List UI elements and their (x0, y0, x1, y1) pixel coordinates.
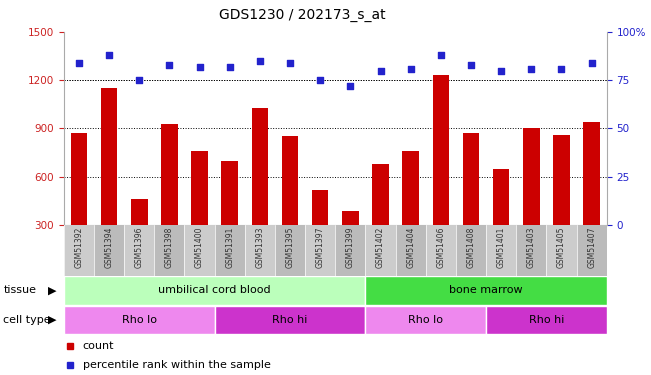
Bar (463, 133, 479, 225)
Bar (282, 136, 298, 225)
Text: GSM51405: GSM51405 (557, 226, 566, 268)
Bar (365, 225, 396, 276)
Bar (70, 133, 87, 225)
Text: GSM51394: GSM51394 (105, 226, 113, 268)
Point (496, 68, 506, 74)
Text: GDS1230 / 202173_s_at: GDS1230 / 202173_s_at (219, 8, 386, 22)
Bar (456, 225, 486, 276)
Point (104, 52, 115, 58)
Point (134, 77, 145, 83)
Bar (583, 122, 600, 225)
Bar (523, 128, 540, 225)
Text: ▶: ▶ (48, 315, 56, 325)
Point (74, 60, 84, 66)
Point (345, 83, 355, 89)
Point (526, 66, 536, 72)
Bar (221, 160, 238, 225)
Bar (64, 225, 94, 276)
Text: GSM51397: GSM51397 (316, 226, 325, 268)
Point (225, 64, 235, 70)
Text: GSM51393: GSM51393 (255, 226, 264, 268)
Text: Rho hi: Rho hi (529, 315, 564, 325)
Bar (516, 225, 546, 276)
Point (195, 64, 205, 70)
Bar (94, 225, 124, 276)
Text: Rho hi: Rho hi (272, 315, 308, 325)
Text: GSM51401: GSM51401 (497, 226, 506, 268)
Bar (486, 225, 516, 276)
Bar (64, 306, 215, 334)
Bar (365, 276, 607, 304)
Bar (124, 225, 154, 276)
Text: tissue: tissue (3, 285, 36, 296)
Bar (426, 225, 456, 276)
Bar (245, 225, 275, 276)
Text: GSM51406: GSM51406 (436, 226, 445, 268)
Point (406, 66, 416, 72)
Text: umbilical cord blood: umbilical cord blood (158, 285, 271, 296)
Text: GSM51391: GSM51391 (225, 226, 234, 268)
Point (436, 52, 446, 58)
Text: GSM51404: GSM51404 (406, 226, 415, 268)
Text: GSM51408: GSM51408 (467, 226, 475, 268)
Text: GSM51407: GSM51407 (587, 226, 596, 268)
Bar (432, 75, 449, 225)
Bar (335, 225, 365, 276)
Bar (372, 164, 389, 225)
Bar (215, 225, 245, 276)
Bar (396, 225, 426, 276)
Bar (251, 108, 268, 225)
Bar (131, 199, 148, 225)
Bar (101, 88, 117, 225)
Point (285, 60, 296, 66)
Point (164, 62, 174, 68)
Bar (305, 225, 335, 276)
Point (255, 58, 265, 64)
Text: GSM51396: GSM51396 (135, 226, 144, 268)
Text: Rho lo: Rho lo (408, 315, 443, 325)
Text: GSM51398: GSM51398 (165, 226, 174, 268)
Bar (215, 306, 365, 334)
Text: cell type: cell type (3, 315, 51, 325)
Bar (486, 306, 607, 334)
Point (466, 62, 477, 68)
Bar (553, 135, 570, 225)
Bar (365, 306, 486, 334)
Bar (161, 124, 178, 225)
Text: Rho lo: Rho lo (122, 315, 157, 325)
Text: percentile rank within the sample: percentile rank within the sample (83, 360, 271, 370)
Bar (402, 151, 419, 225)
Text: GSM51399: GSM51399 (346, 226, 355, 268)
Text: count: count (83, 340, 115, 351)
Point (587, 60, 597, 66)
Bar (191, 151, 208, 225)
Text: GSM51402: GSM51402 (376, 226, 385, 268)
Bar (154, 225, 184, 276)
Text: ▶: ▶ (48, 285, 56, 296)
Bar (577, 225, 607, 276)
Point (315, 77, 326, 83)
Text: GSM51400: GSM51400 (195, 226, 204, 268)
Bar (275, 225, 305, 276)
Bar (64, 276, 365, 304)
Bar (546, 225, 577, 276)
Bar (342, 210, 359, 225)
Text: bone marrow: bone marrow (449, 285, 523, 296)
Text: GSM51392: GSM51392 (74, 226, 83, 268)
Point (557, 66, 567, 72)
Bar (493, 169, 510, 225)
Bar (184, 225, 215, 276)
Text: GSM51403: GSM51403 (527, 226, 536, 268)
Text: GSM51395: GSM51395 (286, 226, 294, 268)
Point (376, 68, 386, 74)
Bar (312, 190, 329, 225)
